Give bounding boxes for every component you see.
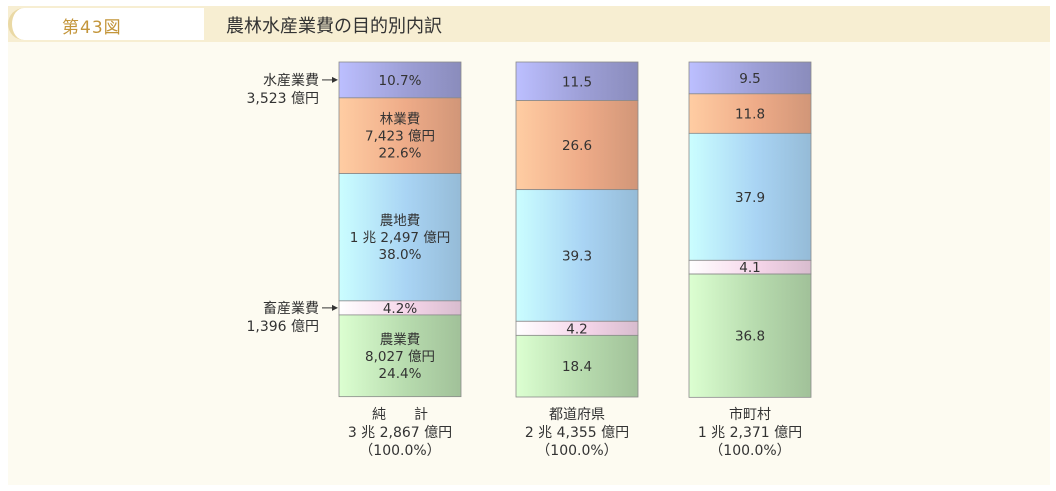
data-label: 39.3 (562, 248, 592, 264)
bar-segment-農地費 (338, 173, 462, 302)
data-label: 10.7% (379, 73, 422, 89)
category-share: （100.0%） (359, 443, 440, 459)
annotation-chikusan-amount: 1,396 億円 (246, 319, 319, 335)
data-label: 36.8 (735, 329, 765, 345)
category-share: （100.0%） (709, 443, 790, 459)
data-label: 37.9 (735, 190, 765, 206)
figure-number: 第43図 (62, 18, 122, 38)
bar-segment-林業費 (688, 93, 812, 134)
category-label: 市町村 (729, 406, 771, 423)
annotation-suisan-amount: 3,523 億円 (246, 91, 319, 107)
data-label: 11.8 (735, 107, 765, 123)
data-label: 26.6 (562, 138, 592, 154)
category-label: 純 計 (372, 407, 428, 423)
data-label: 9.5 (739, 71, 760, 87)
bar-segment-農地費 (688, 132, 812, 261)
data-label: 4.2 (566, 321, 587, 337)
figure-title: 農林水産業費の目的別内訳 (226, 16, 442, 37)
data-label: 24.4% (379, 366, 422, 382)
data-label: 4.1 (739, 260, 760, 276)
data-label: 8,027 億円 (365, 349, 435, 365)
arrow-head-icon (332, 76, 338, 83)
bar-segment-林業費 (515, 100, 639, 191)
bar-segment-農地費 (515, 189, 639, 322)
data-label: 農業費 (380, 332, 421, 348)
category-label: 都道府県 (549, 407, 605, 423)
annotation-suisan-label: 水産業費 (263, 73, 319, 89)
bar-segment-農業費 (338, 314, 462, 398)
bar-segment-水産業費 (688, 61, 812, 95)
arrow-head-icon (332, 304, 338, 311)
bar-segment-林業費 (338, 97, 462, 174)
data-label: 22.6% (379, 146, 422, 162)
annotation-chikusan-label: 畜産業費 (263, 301, 319, 317)
category-share: （100.0%） (536, 443, 617, 459)
category-total: 3 兆 2,867 億円 (348, 425, 452, 441)
data-label: 農地費 (380, 213, 421, 229)
data-label: 林業費 (380, 112, 421, 128)
data-label: 18.4 (562, 359, 592, 375)
data-label: 7,423 億円 (365, 129, 435, 145)
bar-segment-水産業費 (515, 61, 639, 101)
category-total: 2 兆 4,355 億円 (525, 425, 629, 441)
bar-segment-農業費 (688, 273, 812, 398)
bar-segment-水産業費 (338, 61, 462, 99)
data-label: 4.2% (383, 301, 417, 317)
data-label: 11.5 (562, 74, 592, 90)
data-label: 38.0% (379, 247, 422, 263)
bar-segment-農業費 (515, 334, 639, 398)
category-total: 1 兆 2,371 億円 (698, 425, 802, 441)
data-label: 1 兆 2,497 億円 (350, 230, 451, 246)
figure-number-tab (8, 8, 204, 40)
